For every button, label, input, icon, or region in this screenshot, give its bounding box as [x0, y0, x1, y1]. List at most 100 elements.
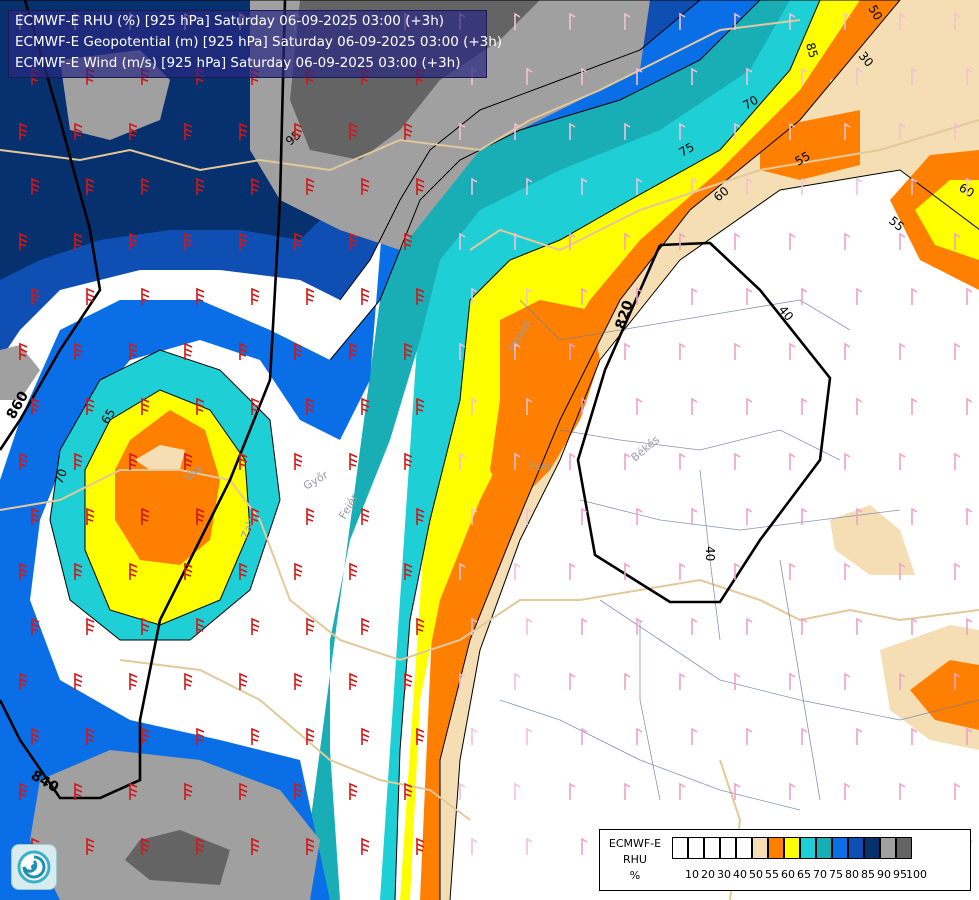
wind-barb	[86, 727, 95, 745]
wind-barb	[129, 672, 138, 690]
wind-barb	[911, 67, 918, 85]
wind-barb	[746, 177, 753, 195]
wind-barb	[691, 287, 698, 305]
legend-swatch	[896, 837, 912, 859]
legend-tick-label: 65	[797, 868, 811, 881]
wind-barb	[196, 287, 205, 305]
legend-tick-label: 95	[893, 868, 907, 881]
legend-swatch	[752, 837, 768, 859]
wind-barb	[349, 232, 358, 250]
wind-barb	[514, 12, 521, 30]
wind-barb	[459, 342, 466, 360]
wind-barb	[856, 177, 863, 195]
wind-barb	[129, 342, 138, 360]
wind-barb	[19, 232, 28, 250]
wind-barb	[966, 287, 973, 305]
title-box: ECMWF-E RHU (%) [925 hPa] Saturday 06-09…	[8, 10, 502, 78]
wind-barb	[844, 782, 851, 800]
wind-barb	[789, 122, 796, 140]
wind-barb	[514, 122, 521, 140]
wind-barb	[239, 782, 248, 800]
wind-barb	[294, 342, 303, 360]
wind-barb	[31, 727, 40, 745]
wind-barb	[911, 287, 918, 305]
wind-barb	[691, 177, 698, 195]
wind-barb	[526, 617, 533, 635]
wind-barb	[86, 287, 95, 305]
wind-barb	[239, 342, 248, 360]
wind-barb	[911, 397, 918, 415]
legend-tick-label: 10	[685, 868, 699, 881]
legend-tick-label: 75	[829, 868, 843, 881]
legend-tick-label: 55	[765, 868, 779, 881]
wind-barb	[514, 342, 521, 360]
wind-barb	[294, 562, 303, 580]
wind-barb	[569, 342, 576, 360]
wind-barb	[789, 232, 796, 250]
rhu-band-95-south	[30, 750, 320, 900]
county-lines	[499, 299, 979, 811]
wind-barb	[184, 782, 193, 800]
wind-barb	[624, 782, 631, 800]
wind-barb	[74, 122, 83, 140]
legend-swatch	[688, 837, 704, 859]
wind-barb	[789, 562, 796, 580]
wind-barb	[196, 727, 205, 745]
wind-barb	[471, 507, 478, 525]
wind-barb	[459, 782, 466, 800]
wind-barb	[141, 507, 150, 525]
wind-barb	[251, 617, 260, 635]
wind-barb	[404, 452, 413, 470]
wind-barb	[899, 12, 906, 30]
wind-barb	[691, 507, 698, 525]
wind-barb	[349, 122, 358, 140]
wind-barb	[526, 287, 533, 305]
wind-barb	[86, 397, 95, 415]
wind-barb	[459, 122, 466, 140]
wind-barb	[404, 122, 413, 140]
wind-barb	[624, 672, 631, 690]
wind-barb	[954, 782, 961, 800]
wind-barb	[86, 177, 95, 195]
title-line-geopotential: ECMWF-E Geopotential (m) [925 hPa] Satur…	[15, 34, 503, 50]
wind-barb	[856, 397, 863, 415]
wind-barb	[251, 507, 260, 525]
legend-swatch	[736, 837, 752, 859]
wind-barb	[471, 397, 478, 415]
wind-barb	[459, 672, 466, 690]
wind-barb	[789, 342, 796, 360]
wind-barb	[856, 617, 863, 635]
wind-barb	[184, 342, 193, 360]
wind-barb	[239, 122, 248, 140]
wind-barb	[844, 122, 851, 140]
legend-tick-label: 80	[845, 868, 859, 881]
wind-barb	[74, 342, 83, 360]
wind-barb	[801, 617, 808, 635]
wind-barb	[734, 122, 741, 140]
wind-barb	[581, 67, 588, 85]
wind-barb	[196, 837, 205, 855]
wind-barb	[581, 287, 588, 305]
legend-swatch	[800, 837, 816, 859]
wind-barb	[459, 562, 466, 580]
legend-tick-label: 90	[877, 868, 891, 881]
rhu-band-75	[300, 0, 790, 900]
wind-barb	[251, 287, 260, 305]
wind-barb	[801, 67, 808, 85]
wind-barb	[526, 67, 533, 85]
wind-barb	[581, 837, 588, 855]
wind-barb	[789, 672, 796, 690]
wind-barb	[954, 672, 961, 690]
wind-barb	[569, 562, 576, 580]
legend-title-model: ECMWF-E	[608, 837, 662, 850]
legend-tick-label: 50	[749, 868, 763, 881]
wind-barb	[954, 562, 961, 580]
wind-barb	[801, 397, 808, 415]
wind-barb	[679, 562, 686, 580]
wind-barb	[569, 452, 576, 470]
geopotential-lines	[0, 0, 832, 800]
legend-swatch	[784, 837, 800, 859]
wind-barb	[196, 507, 205, 525]
rhu-ne-60b	[760, 110, 860, 180]
